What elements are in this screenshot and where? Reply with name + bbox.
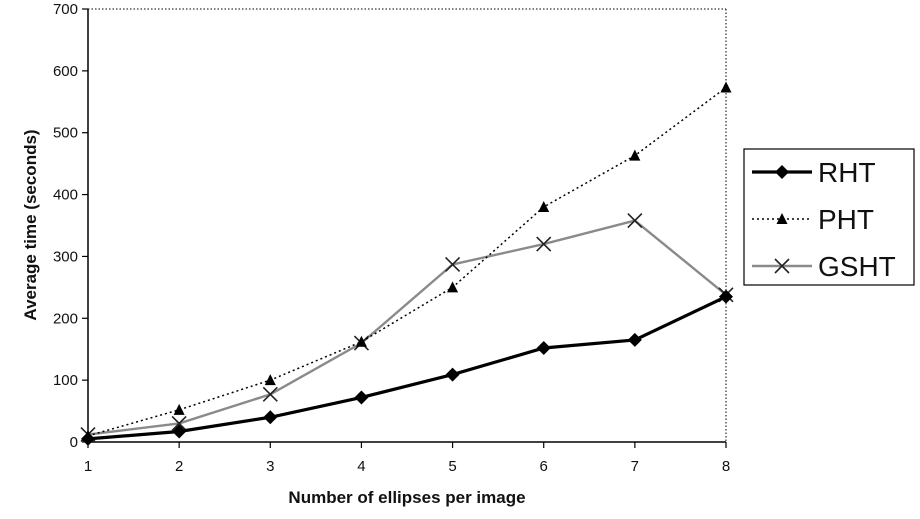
- gsht-line: [87, 219, 727, 436]
- y-axis-title: Average time (seconds): [21, 129, 40, 320]
- y-axis: 0 100 200 300 400 500 600 700: [53, 1, 88, 451]
- y-tick-label: 300: [53, 248, 78, 265]
- legend-label-gsht: GSHT: [818, 251, 896, 282]
- pht-line: [87, 86, 727, 437]
- gsht-point: [445, 256, 461, 273]
- y-tick-label: 0: [70, 434, 78, 451]
- y-tick-label: 500: [53, 125, 78, 142]
- rht-point: [627, 332, 642, 347]
- x-marker-stroke: [774, 258, 790, 274]
- legend-item-pht: PHT: [752, 204, 874, 235]
- gsht-point: [171, 415, 187, 432]
- plot-frame: [87, 8, 727, 443]
- rht-point: [719, 289, 733, 304]
- y-tick-label: 100: [53, 372, 78, 389]
- pht-point: [173, 403, 185, 415]
- y-tick-label: 200: [53, 310, 78, 327]
- legend-label-pht: PHT: [818, 204, 874, 235]
- pht-point: [538, 200, 550, 212]
- rht-line: [87, 295, 727, 441]
- x-axis: 1 2 3 4 5 6 7 8: [84, 442, 730, 475]
- gsht-point: [627, 212, 643, 229]
- legend: RHT PHT GSHT: [743, 148, 915, 286]
- x-tick-label: 7: [631, 458, 639, 475]
- x-marker-stroke: [262, 386, 278, 402]
- pht-point: [264, 374, 276, 386]
- x-marker-stroke: [536, 236, 552, 252]
- x-tick-label: 1: [84, 458, 92, 475]
- x-tick-label: 6: [540, 458, 548, 475]
- x-tick-label: 5: [448, 458, 456, 475]
- x-marker-stroke: [171, 415, 187, 432]
- gsht-point: [262, 386, 278, 402]
- pht-point: [720, 81, 732, 93]
- pht-point: [355, 335, 367, 347]
- y-tick-label: 400: [53, 187, 78, 204]
- gsht-point: [536, 236, 552, 252]
- legend-marker-rht: [775, 165, 789, 179]
- series-layer: [80, 81, 734, 446]
- y-tick-label: 700: [53, 1, 78, 18]
- x-marker-stroke: [445, 256, 461, 273]
- legend-label-rht: RHT: [818, 157, 876, 188]
- rht-point: [172, 424, 187, 439]
- gsht-series: [80, 212, 734, 443]
- legend-item-gsht: GSHT: [752, 251, 896, 282]
- rht-point: [81, 431, 95, 446]
- legend-marker-gsht: [774, 258, 790, 274]
- rht-series: [81, 289, 733, 446]
- x-axis-title: Number of ellipses per image: [288, 488, 525, 507]
- x-tick-label: 8: [722, 458, 730, 475]
- rht-point: [354, 390, 369, 405]
- rht-point: [263, 410, 278, 425]
- y-tick-label: 600: [53, 63, 78, 80]
- x-marker-stroke: [627, 212, 643, 229]
- x-tick-label: 4: [357, 458, 365, 475]
- pht-point: [629, 149, 641, 161]
- rht-point: [536, 340, 551, 355]
- pht-point: [447, 281, 459, 293]
- legend-marker-pht: [776, 213, 788, 224]
- x-tick-label: 3: [266, 458, 274, 475]
- legend-item-rht: RHT: [752, 157, 876, 188]
- rht-point: [445, 367, 460, 382]
- x-tick-label: 2: [175, 458, 183, 475]
